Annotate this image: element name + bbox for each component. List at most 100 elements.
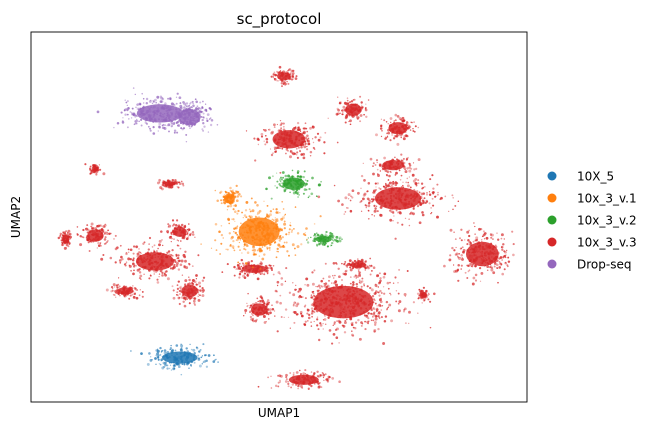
cell-point xyxy=(344,315,347,318)
cell-point xyxy=(334,328,338,331)
cell-point xyxy=(149,127,151,130)
cell-point xyxy=(323,243,326,246)
cell-point xyxy=(291,229,293,231)
cell-point xyxy=(273,226,277,230)
cell-point xyxy=(261,221,265,225)
cell-point xyxy=(345,303,348,306)
cell-point xyxy=(362,261,364,264)
cell-point xyxy=(66,240,70,244)
cell-point xyxy=(383,156,386,160)
cell-point xyxy=(361,277,364,280)
plot-frame xyxy=(30,31,528,403)
cell-point xyxy=(297,191,300,194)
cell-point xyxy=(331,377,335,380)
cell-point xyxy=(295,304,299,308)
cell-point xyxy=(190,116,193,120)
cell-point xyxy=(249,230,252,233)
cell-point xyxy=(164,124,166,126)
cell-point xyxy=(183,304,187,308)
cell-point xyxy=(153,111,156,114)
cell-point xyxy=(373,321,377,324)
cell-point xyxy=(160,100,164,103)
cell-point xyxy=(346,290,349,293)
cell-point xyxy=(458,257,462,261)
cell-point xyxy=(276,186,279,189)
cell-point xyxy=(177,254,180,257)
cell-point xyxy=(245,231,248,234)
cell-point xyxy=(233,227,236,230)
cell-point xyxy=(422,290,425,293)
cell-point xyxy=(379,191,382,194)
cell-point xyxy=(237,236,240,240)
cell-point xyxy=(305,188,308,191)
cell-point xyxy=(460,239,463,242)
cell-point xyxy=(89,240,92,243)
cell-point xyxy=(178,182,182,186)
cell-point xyxy=(367,182,371,185)
cell-point xyxy=(193,115,196,117)
cell-point xyxy=(197,106,201,110)
cell-point xyxy=(474,264,477,268)
cell-point xyxy=(380,195,383,198)
cell-point xyxy=(406,129,408,131)
cell-point xyxy=(159,95,163,98)
cell-point xyxy=(275,146,277,149)
cell-point xyxy=(96,228,98,231)
cell-point xyxy=(274,217,276,219)
cluster xyxy=(306,230,343,248)
cell-point xyxy=(273,310,276,312)
cell-point xyxy=(146,251,150,254)
cell-point xyxy=(157,356,160,359)
cell-point xyxy=(234,210,237,213)
cell-point xyxy=(472,263,474,266)
cell-point xyxy=(359,114,363,117)
cell-point xyxy=(353,107,356,110)
cell-point xyxy=(329,309,333,313)
cell-point xyxy=(197,284,199,286)
cell-point xyxy=(379,198,382,201)
cell-point xyxy=(178,259,182,262)
cell-point xyxy=(379,213,383,217)
cell-point xyxy=(222,199,225,201)
cell-point xyxy=(229,196,233,199)
cell-point xyxy=(162,366,165,368)
cell-point xyxy=(425,289,428,293)
cell-point xyxy=(174,119,176,121)
cell-point xyxy=(478,255,481,258)
cell-point xyxy=(278,178,282,182)
cluster xyxy=(84,163,106,176)
cell-point xyxy=(275,230,278,233)
cell-point xyxy=(360,263,363,266)
cell-point xyxy=(221,271,224,273)
cell-point xyxy=(177,240,180,242)
cell-point xyxy=(258,228,261,232)
cell-point xyxy=(408,176,411,178)
cell-point xyxy=(274,150,277,154)
cell-point xyxy=(192,299,196,303)
cell-point xyxy=(364,294,366,297)
cell-point xyxy=(404,203,408,207)
cell-point xyxy=(310,236,312,239)
cell-point xyxy=(396,200,400,204)
cell-point xyxy=(350,309,354,313)
cell-point xyxy=(276,330,279,333)
cell-point xyxy=(277,138,280,141)
cell-point xyxy=(322,301,326,304)
cluster xyxy=(156,178,185,191)
cell-point xyxy=(269,311,272,315)
cell-point xyxy=(238,272,242,276)
cell-point xyxy=(186,105,189,108)
cell-point xyxy=(115,284,118,287)
cell-point xyxy=(296,313,299,316)
cell-point xyxy=(353,309,356,312)
cell-point xyxy=(367,201,371,205)
cell-point xyxy=(455,252,459,256)
cell-point xyxy=(190,121,192,124)
cell-point xyxy=(183,351,187,354)
cell-point xyxy=(308,187,311,191)
legend-item: 10x_3_v.3 xyxy=(547,236,637,250)
cell-point xyxy=(67,229,71,233)
cell-point xyxy=(156,265,159,269)
cell-point xyxy=(306,308,310,312)
cell-point xyxy=(467,264,470,267)
